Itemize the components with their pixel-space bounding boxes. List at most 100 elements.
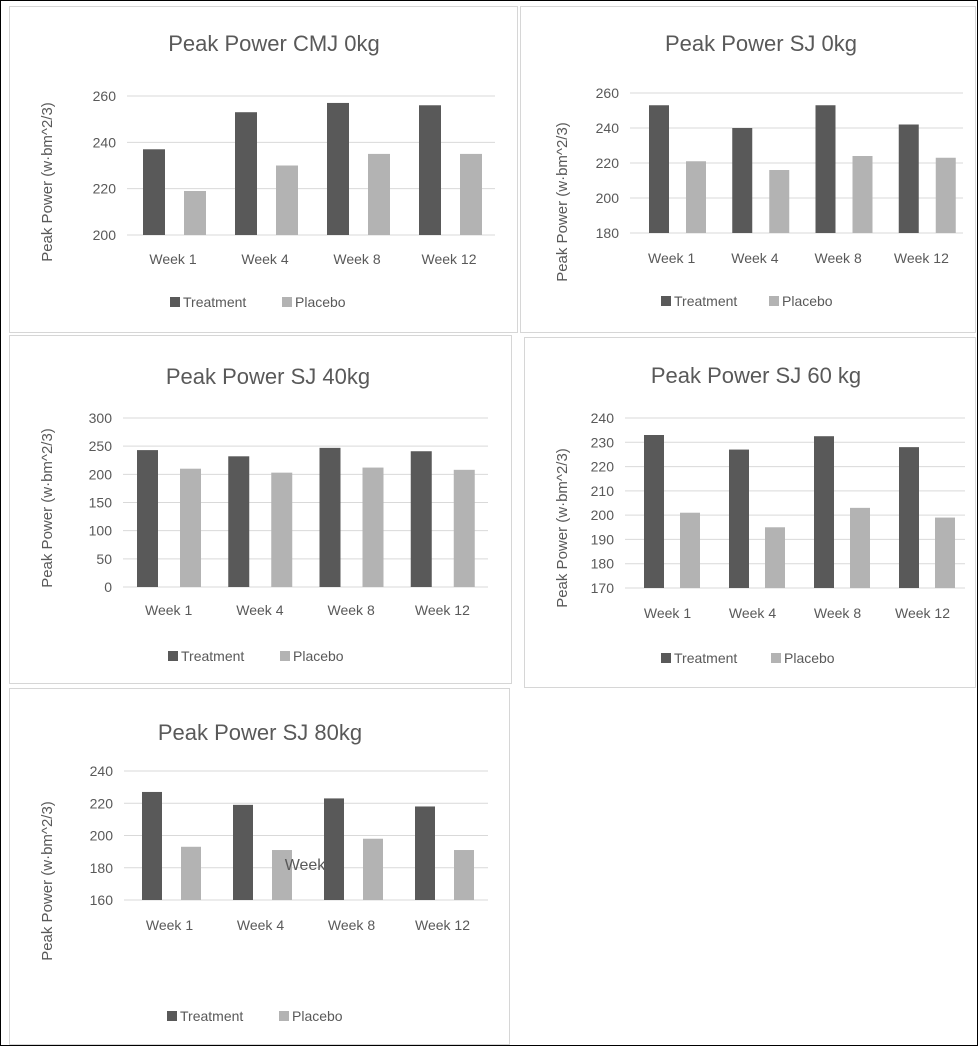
bar-placebo bbox=[680, 512, 700, 588]
chart-panel-sj-80kg: 160 180 200 220 240 Week 1 Week 4 Week 8 Week 1… bbox=[9, 688, 510, 1045]
bars bbox=[649, 105, 956, 233]
bar-placebo bbox=[271, 472, 293, 587]
y-tick-labels: 200 220 240 260 bbox=[93, 88, 117, 243]
bar-placebo bbox=[935, 517, 955, 588]
bar-placebo bbox=[184, 190, 206, 235]
legend-label-placebo: Placebo bbox=[295, 294, 346, 310]
bar-treatment bbox=[732, 128, 753, 233]
legend: Treatment Placebo bbox=[167, 1008, 343, 1024]
x-axis-label: Week bbox=[285, 857, 327, 874]
gridlines bbox=[123, 417, 488, 588]
y-tick-label: 200 bbox=[89, 466, 113, 482]
chart-title: Peak Power CMJ 0kg bbox=[168, 31, 380, 56]
y-tick-label: 250 bbox=[89, 438, 113, 454]
bar-placebo bbox=[453, 469, 475, 587]
x-tick-label: Week 1 bbox=[648, 250, 695, 266]
y-tick-label: 240 bbox=[596, 120, 620, 136]
y-tick-label: 260 bbox=[93, 88, 117, 104]
legend-swatch-treatment bbox=[170, 297, 180, 307]
x-tick-label: Week 4 bbox=[236, 602, 283, 618]
y-tick-label: 160 bbox=[90, 892, 114, 908]
y-tick-label: 170 bbox=[591, 580, 615, 596]
bar-placebo bbox=[850, 507, 870, 588]
y-tick-label: 240 bbox=[90, 763, 114, 779]
y-tick-label: 50 bbox=[96, 551, 112, 567]
y-tick-label: 200 bbox=[596, 190, 620, 206]
legend-swatch-placebo bbox=[282, 297, 292, 307]
x-tick-labels: Week 1 Week 4 Week 8 Week 12 bbox=[644, 605, 950, 621]
legend-label-placebo: Placebo bbox=[782, 293, 833, 309]
y-axis-label: Peak Power (w·bm^2/3) bbox=[554, 448, 571, 608]
x-tick-label: Week 1 bbox=[145, 602, 192, 618]
bar-treatment bbox=[815, 105, 836, 233]
bar-treatment bbox=[327, 102, 349, 235]
x-tick-label: Week 4 bbox=[237, 917, 284, 933]
x-tick-label: Week 8 bbox=[328, 602, 375, 618]
chart-title: Peak Power SJ 0kg bbox=[665, 31, 857, 56]
x-tick-label: Week 4 bbox=[241, 251, 288, 267]
bar-treatment bbox=[142, 791, 162, 900]
legend-swatch-treatment bbox=[661, 653, 671, 663]
y-tick-label: 200 bbox=[591, 507, 615, 523]
chart-panel-sj-60kg: 170 180 190 200 210 220 230 240 Week 1 Week 4 Wee… bbox=[524, 337, 976, 688]
y-tick-label: 220 bbox=[90, 795, 114, 811]
x-tick-label: Week 8 bbox=[333, 251, 380, 267]
y-tick-label: 240 bbox=[591, 410, 615, 426]
x-tick-label: Week 12 bbox=[415, 917, 470, 933]
y-tick-label: 0 bbox=[104, 579, 112, 595]
bars bbox=[644, 435, 955, 588]
y-tick-label: 240 bbox=[93, 134, 117, 150]
bar-treatment bbox=[898, 124, 919, 233]
x-tick-label: Week 12 bbox=[422, 251, 477, 267]
legend-swatch-treatment bbox=[661, 296, 671, 306]
legend-swatch-treatment bbox=[168, 651, 178, 661]
bar-placebo bbox=[368, 153, 390, 235]
bar-treatment bbox=[814, 436, 834, 588]
y-tick-label: 180 bbox=[591, 556, 615, 572]
y-tick-label: 300 bbox=[89, 410, 113, 426]
legend-label-treatment: Treatment bbox=[674, 293, 737, 309]
y-tick-label: 200 bbox=[93, 227, 117, 243]
x-tick-labels: Week 1 Week 4 Week 8 Week 12 bbox=[146, 917, 470, 933]
x-tick-label: Week 12 bbox=[415, 602, 470, 618]
x-tick-label: Week 4 bbox=[731, 250, 778, 266]
bar-placebo bbox=[686, 161, 706, 233]
bars bbox=[143, 102, 482, 236]
y-tick-label: 220 bbox=[596, 155, 620, 171]
bar-treatment bbox=[319, 447, 341, 587]
bar-placebo bbox=[272, 850, 292, 900]
legend: Treatment Placebo bbox=[170, 294, 346, 310]
bar-treatment bbox=[410, 451, 432, 587]
legend-label-treatment: Treatment bbox=[674, 650, 737, 666]
bar-placebo bbox=[362, 467, 384, 587]
x-tick-labels: Week 1 Week 4 Week 8 Week 12 bbox=[648, 250, 949, 266]
legend: Treatment Placebo bbox=[661, 650, 835, 666]
chart-svg: 200 220 240 260 Week 1 Week 4 Week 8 Week 12 P… bbox=[39, 31, 495, 310]
y-tick-label: 180 bbox=[90, 860, 114, 876]
y-tick-labels: 160 180 200 220 240 bbox=[90, 763, 114, 908]
bar-placebo bbox=[180, 468, 201, 587]
y-tick-labels: 180 200 220 240 260 bbox=[596, 85, 620, 241]
bar-placebo bbox=[276, 165, 298, 235]
x-tick-labels: Week 1 Week 4 Week 8 Week 12 bbox=[149, 251, 476, 267]
y-tick-label: 190 bbox=[591, 531, 615, 547]
bar-treatment bbox=[415, 806, 435, 900]
x-tick-labels: Week 1 Week 4 Week 8 Week 12 bbox=[145, 602, 470, 618]
y-tick-labels: 170 180 190 200 210 220 230 240 bbox=[591, 410, 615, 596]
bar-treatment bbox=[143, 149, 165, 235]
bars bbox=[142, 791, 474, 900]
x-tick-label: Week 1 bbox=[146, 917, 193, 933]
x-tick-label: Week 1 bbox=[149, 251, 196, 267]
y-tick-label: 220 bbox=[591, 459, 615, 475]
bar-treatment bbox=[899, 447, 919, 588]
legend: Treatment Placebo bbox=[661, 293, 833, 309]
bar-placebo bbox=[181, 846, 201, 900]
y-tick-label: 210 bbox=[591, 483, 615, 499]
x-tick-label: Week 1 bbox=[644, 605, 691, 621]
bar-treatment bbox=[649, 105, 669, 233]
chart-panel-sj-40kg: 0 50 100 150 200 250 300 Week 1 Week 4 Week 8 Wee… bbox=[9, 335, 512, 684]
bar-placebo bbox=[454, 850, 474, 900]
y-axis-label: Peak Power (w·bm^2/3) bbox=[39, 801, 56, 961]
